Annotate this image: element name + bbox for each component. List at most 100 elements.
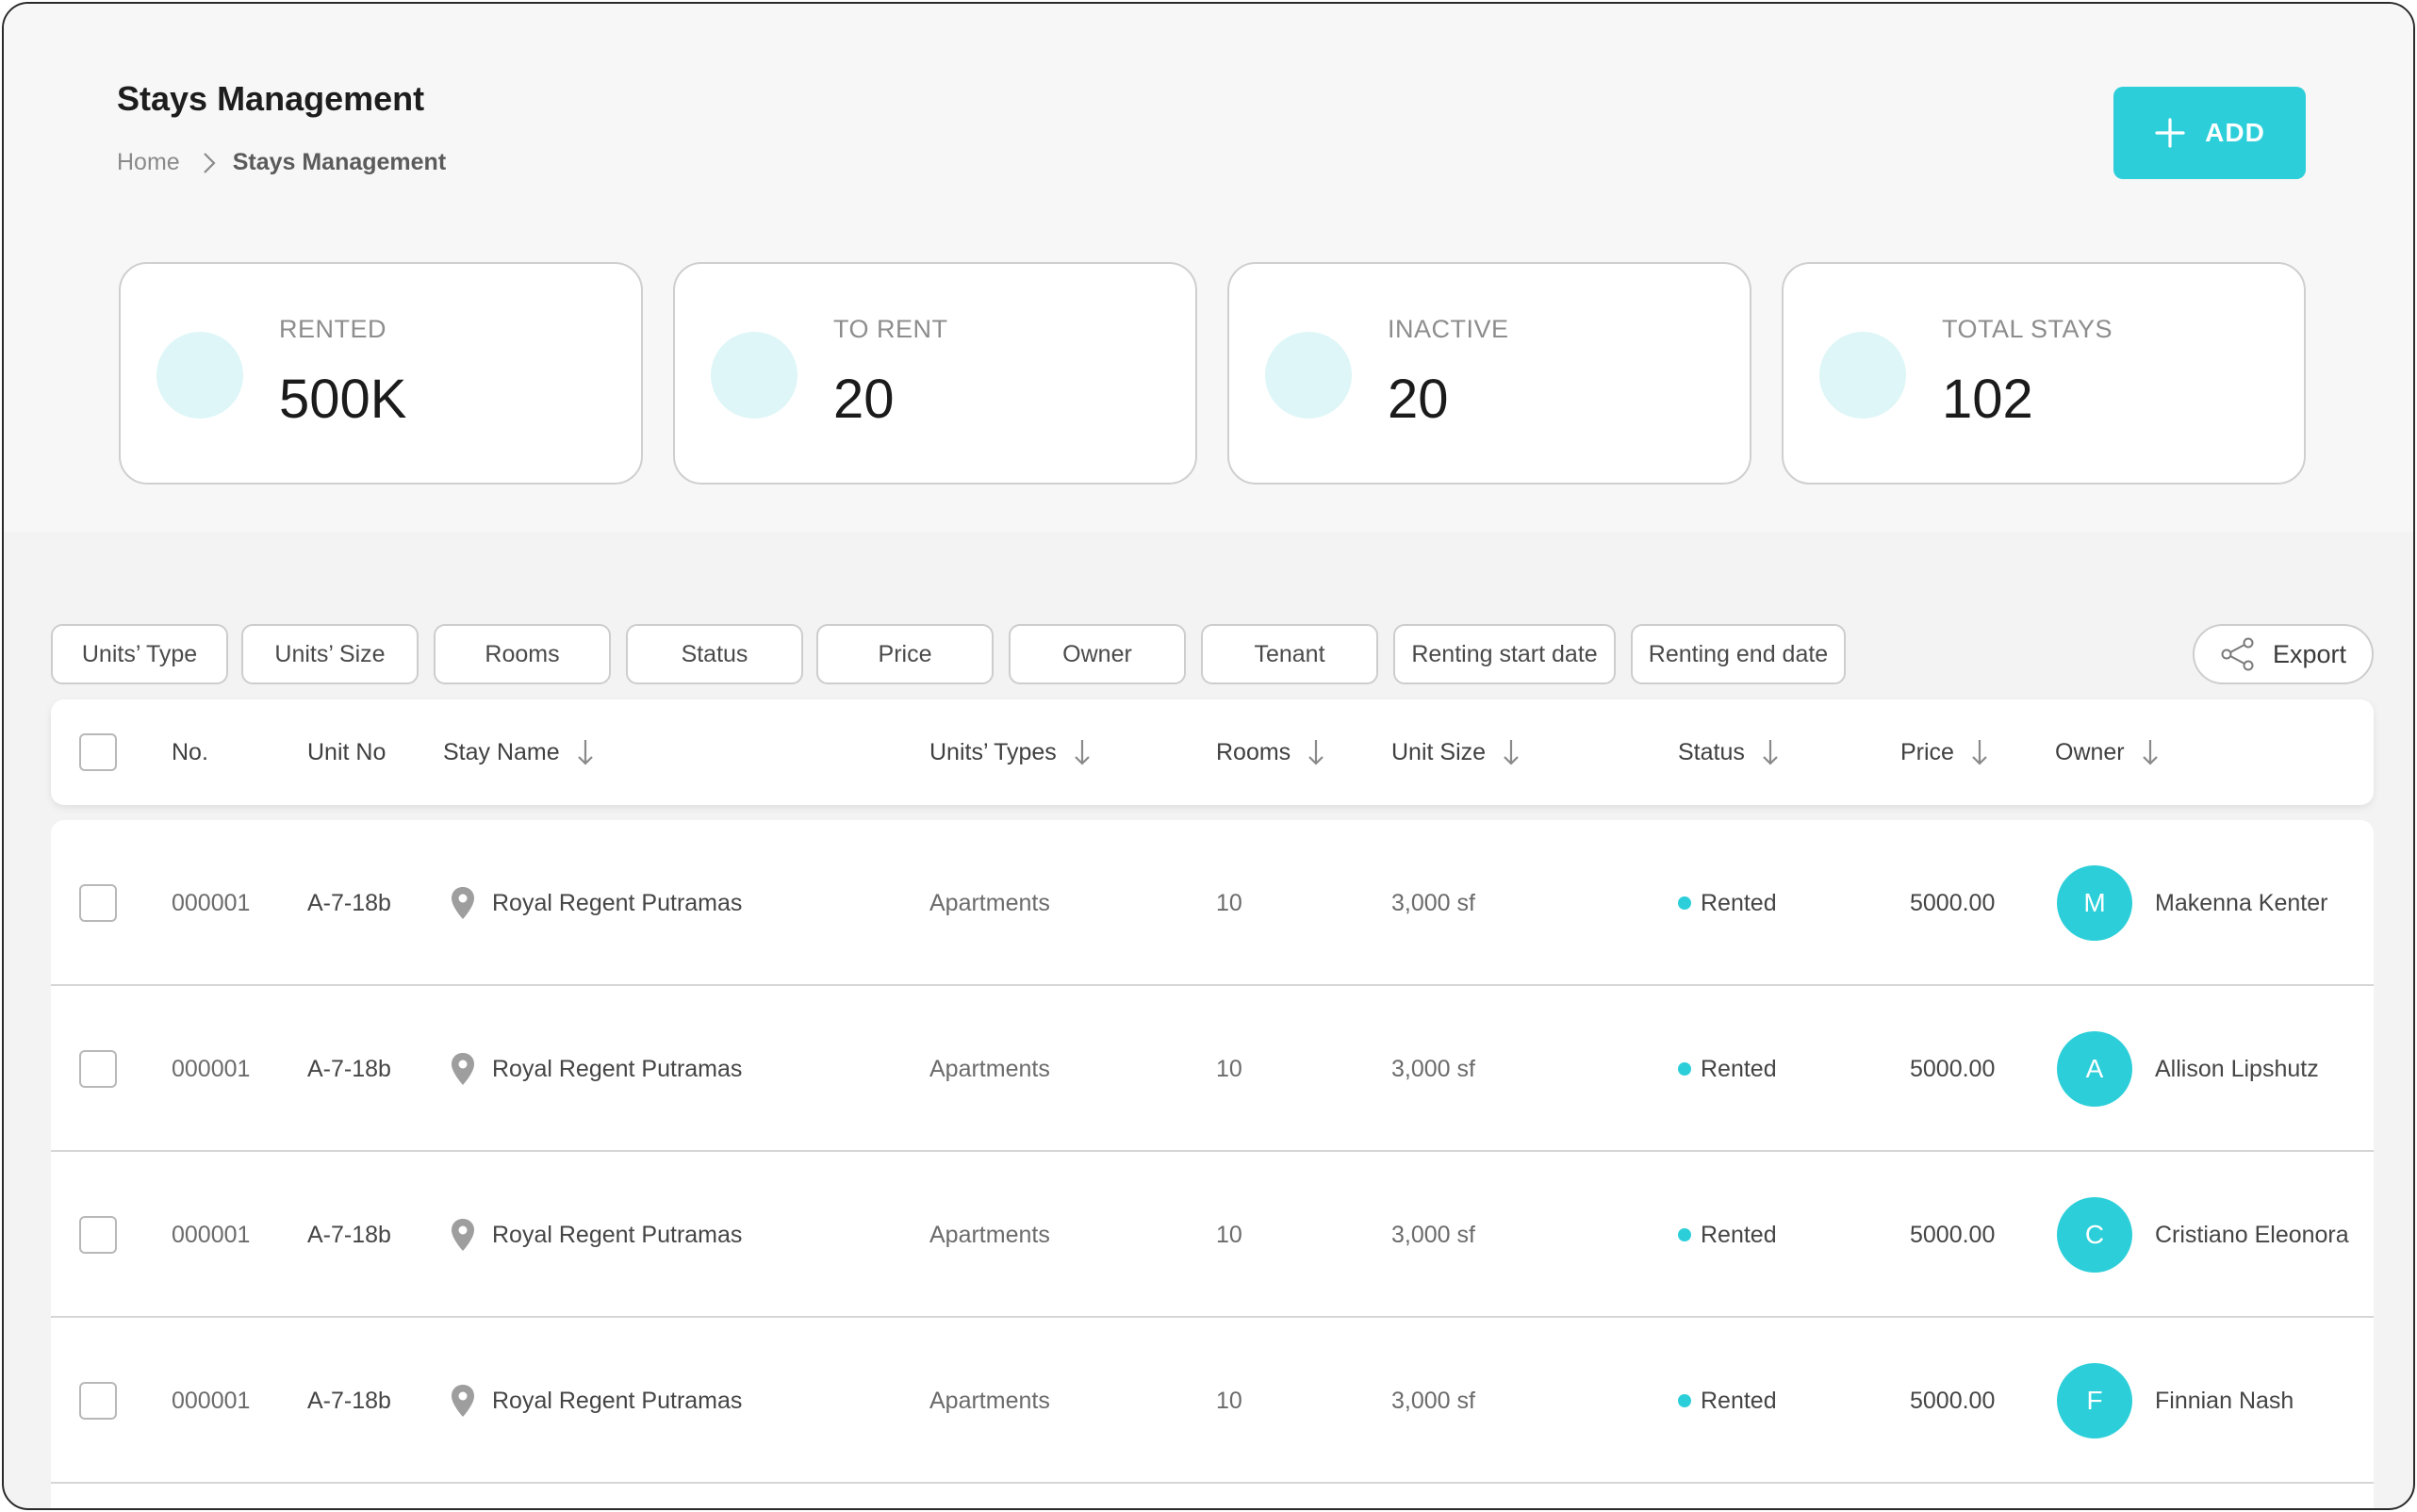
avatar[interactable]: C — [2057, 1197, 2132, 1273]
status-dot-icon — [1678, 896, 1691, 910]
cell-price: 5000.00 — [1910, 1387, 1996, 1414]
cell-owner: A Allison Lipshutz — [2057, 986, 2319, 1152]
status-dot-icon — [1678, 1062, 1691, 1076]
cell-unit-type: Apartments — [929, 1055, 1050, 1082]
column-header-units-types[interactable]: Units’ Types — [929, 699, 1091, 805]
column-header-stay-name[interactable]: Stay Name — [443, 699, 594, 805]
filter-price[interactable]: Price — [816, 624, 994, 684]
stat-card-to-rent: TO RENT 20 — [673, 262, 1197, 485]
filter-owner[interactable]: Owner — [1009, 624, 1186, 684]
column-label: No. — [172, 738, 208, 765]
location-pin-icon — [451, 1384, 475, 1418]
cell-owner: M Makenna Kenter — [2057, 820, 2327, 986]
avatar[interactable]: M — [2057, 865, 2132, 941]
cell-price: 5000.00 — [1910, 1221, 1996, 1248]
cell-unit-no: A-7-18b — [307, 1221, 391, 1248]
table-body: 000001 A-7-18b Royal Regent Putramas Apa… — [51, 820, 2374, 1508]
row-checkbox[interactable] — [79, 1216, 117, 1254]
sort-arrow-icon[interactable] — [1074, 738, 1091, 766]
cell-stay-name: Royal Regent Putramas — [451, 1318, 742, 1484]
status-text: Rented — [1701, 1387, 1777, 1414]
cell-rooms: 10 — [1216, 1055, 1242, 1082]
avatar[interactable]: A — [2057, 1031, 2132, 1107]
avatar[interactable]: F — [2057, 1363, 2132, 1438]
cell-price: 5000.00 — [1910, 889, 1996, 916]
table-row[interactable]: 000001 A-7-18b Royal Regent Putramas Apa… — [51, 1152, 2374, 1318]
sort-arrow-icon[interactable] — [1762, 738, 1779, 766]
plus-icon — [2154, 117, 2186, 149]
location-pin-icon — [451, 886, 475, 920]
table-row[interactable]: 000001 A-7-18b Royal Regent Putramas Apa… — [51, 986, 2374, 1152]
owner-name: Makenna Kenter — [2155, 889, 2328, 916]
column-label: Stay Name — [443, 738, 560, 765]
stat-label: INACTIVE — [1388, 315, 1509, 343]
cell-price: 5000.00 — [1910, 1055, 1996, 1082]
filter-units-type[interactable]: Units’ Type — [51, 624, 228, 684]
filter-units-size[interactable]: Units’ Size — [241, 624, 419, 684]
share-icon — [2220, 637, 2256, 671]
breadcrumb-current: Stays Management — [232, 149, 447, 175]
row-checkbox[interactable] — [79, 884, 117, 922]
cell-unit-size: 3,000 sf — [1391, 1387, 1475, 1414]
column-header-unit-no: Unit No — [307, 699, 386, 805]
column-label: Unit No — [307, 738, 386, 765]
stat-icon-circle — [1265, 332, 1352, 419]
cell-no: 000001 — [172, 1221, 251, 1248]
cell-unit-no: A-7-18b — [307, 1387, 391, 1414]
column-header-owner[interactable]: Owner — [2055, 699, 2159, 805]
stat-card-rented: RENTED 500K — [119, 262, 643, 485]
column-header-status[interactable]: Status — [1678, 699, 1779, 805]
cell-status: Rented — [1678, 1318, 1777, 1484]
column-label: Status — [1678, 738, 1745, 765]
owner-name: Cristiano Eleonora — [2155, 1221, 2349, 1248]
chevron-right-icon — [203, 152, 216, 174]
row-checkbox[interactable] — [79, 1050, 117, 1088]
sort-arrow-icon[interactable] — [1503, 738, 1520, 766]
table-row[interactable]: 000001 A-7-18b Royal Regent Putramas Apa… — [51, 820, 2374, 986]
cell-unit-size: 3,000 sf — [1391, 1055, 1475, 1082]
column-header-no: No. — [172, 699, 208, 805]
cell-unit-no: A-7-18b — [307, 889, 391, 916]
sort-arrow-icon[interactable] — [1307, 738, 1324, 766]
cell-stay-name: Royal Regent Putramas — [451, 1152, 742, 1318]
cell-owner: F Finnian Nash — [2057, 1318, 2294, 1484]
row-checkbox[interactable] — [79, 1382, 117, 1420]
stat-value: 102 — [1942, 369, 2033, 430]
cell-status: Rented — [1678, 1152, 1777, 1318]
filter-renting-start-date[interactable]: Renting start date — [1393, 624, 1616, 684]
add-button-label: ADD — [2205, 118, 2265, 147]
cell-rooms: 10 — [1216, 1221, 1242, 1248]
add-button[interactable]: ADD — [2113, 87, 2306, 179]
cell-stay-name: Royal Regent Putramas — [451, 820, 742, 986]
select-all-checkbox[interactable] — [79, 733, 117, 771]
cell-stay-name: Royal Regent Putramas — [451, 986, 742, 1152]
column-header-price[interactable]: Price — [1900, 699, 1988, 805]
cell-unit-size: 3,000 sf — [1391, 1221, 1475, 1248]
export-button[interactable]: Export — [2193, 624, 2374, 684]
breadcrumb-home-link[interactable]: Home — [117, 149, 180, 175]
cell-unit-type: Apartments — [929, 1221, 1050, 1248]
filter-rooms[interactable]: Rooms — [434, 624, 611, 684]
cell-unit-no: A-7-18b — [307, 1055, 391, 1082]
status-text: Rented — [1701, 889, 1777, 916]
column-header-unit-size[interactable]: Unit Size — [1391, 699, 1520, 805]
column-header-rooms[interactable]: Rooms — [1216, 699, 1324, 805]
stay-name-text: Royal Regent Putramas — [492, 1221, 743, 1248]
cell-unit-size: 3,000 sf — [1391, 889, 1475, 916]
cell-status: Rented — [1678, 986, 1777, 1152]
column-label: Owner — [2055, 738, 2125, 765]
breadcrumb: Home Stays Management — [117, 149, 446, 176]
sort-arrow-icon[interactable] — [2142, 738, 2159, 766]
filter-tenant[interactable]: Tenant — [1201, 624, 1378, 684]
filter-status[interactable]: Status — [626, 624, 803, 684]
sort-arrow-icon[interactable] — [1971, 738, 1988, 766]
stat-icon-circle — [1819, 332, 1906, 419]
stat-label: TOTAL STAYS — [1942, 315, 2113, 343]
stat-label: TO RENT — [833, 315, 948, 343]
filter-renting-end-date[interactable]: Renting end date — [1631, 624, 1846, 684]
cell-owner: C Cristiano Eleonora — [2057, 1152, 2349, 1318]
sort-arrow-icon[interactable] — [577, 738, 594, 766]
table-row[interactable]: 000001 A-7-18b Royal Regent Putramas Apa… — [51, 1318, 2374, 1484]
export-label: Export — [2272, 639, 2347, 668]
